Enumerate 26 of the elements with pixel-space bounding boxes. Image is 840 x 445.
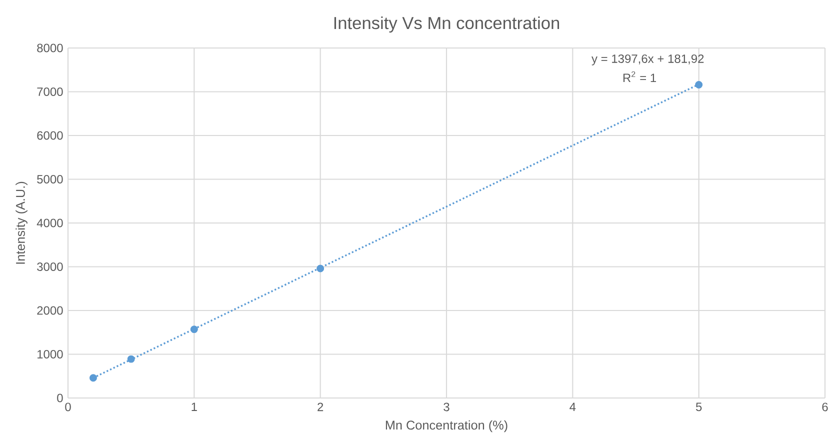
chart-title: Intensity Vs Mn concentration [334, 16, 560, 33]
y-tick-label: 8000 [37, 44, 63, 52]
x-tick-label: 6 [822, 402, 828, 412]
y-tick-label: 5000 [37, 174, 63, 184]
x-tick-label: 5 [696, 402, 702, 412]
y-tick-label: 1000 [38, 350, 63, 358]
point [127, 355, 135, 363]
x-axis-title: Mn Concentration (%) [386, 420, 508, 432]
x-tick-label: 4 [570, 402, 576, 411]
y-tick-label: 0 [57, 394, 63, 402]
x-tick-label: 3 [444, 402, 450, 412]
x-tick-label: 1 [192, 402, 197, 411]
annotation: y = 1397,6x + 181,92 [592, 54, 704, 66]
annotation: R$^{2}$ = 1 [623, 71, 656, 82]
y-tick-label: 4000 [36, 218, 63, 228]
y-axis-title: Intensity (A.U.) [16, 182, 28, 264]
point [316, 264, 324, 272]
point [190, 326, 198, 334]
x-tick-label: 2 [318, 402, 324, 412]
y-tick-label: 7000 [37, 87, 63, 96]
x-tick-label: 0 [65, 402, 71, 412]
point [90, 374, 97, 382]
y-tick-label: 2000 [37, 306, 63, 315]
y-tick-label: 3000 [37, 262, 63, 271]
point [695, 81, 703, 88]
y-tick-label: 6000 [37, 131, 63, 140]
